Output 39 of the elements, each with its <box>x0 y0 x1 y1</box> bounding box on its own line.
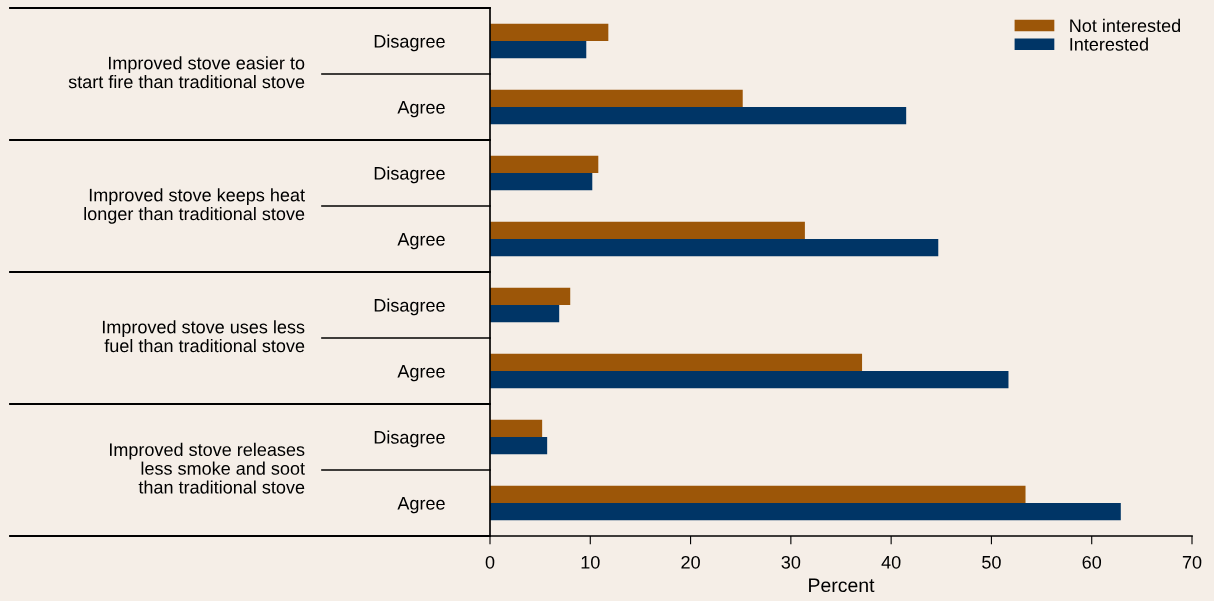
y-tick-label: Agree <box>397 233 445 250</box>
y-tick-label: Disagree <box>374 166 445 184</box>
bar <box>490 419 543 437</box>
text: Improved stove easier to start fire than traditional stove <box>68 56 305 89</box>
bar <box>490 371 1009 389</box>
y-tick-label: Agree <box>397 497 445 514</box>
bar <box>490 221 805 239</box>
x-tick-label: 70 <box>1182 555 1202 569</box>
bar <box>490 485 1026 503</box>
bar <box>490 353 863 371</box>
x-axis-title: Percent <box>809 578 875 593</box>
bar <box>490 89 743 107</box>
x-tick-label: 60 <box>1082 555 1102 569</box>
bar <box>490 41 587 59</box>
bar <box>490 23 609 41</box>
y-tick-label: Agree <box>397 365 445 382</box>
x-tick-label: 50 <box>982 555 1001 569</box>
text: Improved stove releases less smoke and soot than traditional stove <box>109 442 305 494</box>
bar <box>490 173 593 191</box>
bar <box>490 239 939 257</box>
legend-label: Interested <box>1070 37 1148 51</box>
bar <box>490 305 560 323</box>
x-tick-label: 20 <box>681 555 700 569</box>
text: Improved stove uses less fuel than traditional stove <box>102 320 305 353</box>
y-tick-label: Disagree <box>374 298 445 316</box>
y-tick-label: Disagree <box>374 430 445 448</box>
x-tick-label: 30 <box>781 555 801 569</box>
x-tick-label: 10 <box>581 555 600 569</box>
bar <box>490 503 1121 521</box>
text: Improved stove keeps heat longer than traditional stove <box>84 188 305 224</box>
legend-label: Not interested <box>1070 18 1181 33</box>
bar <box>490 155 599 173</box>
y-tick-label: Agree <box>397 101 445 118</box>
x-tick-label: 40 <box>881 555 901 569</box>
bar <box>490 437 548 455</box>
x-tick-label: 0 <box>485 555 495 569</box>
bar <box>490 287 571 305</box>
y-tick-label: Disagree <box>374 34 445 52</box>
bar <box>490 107 907 125</box>
